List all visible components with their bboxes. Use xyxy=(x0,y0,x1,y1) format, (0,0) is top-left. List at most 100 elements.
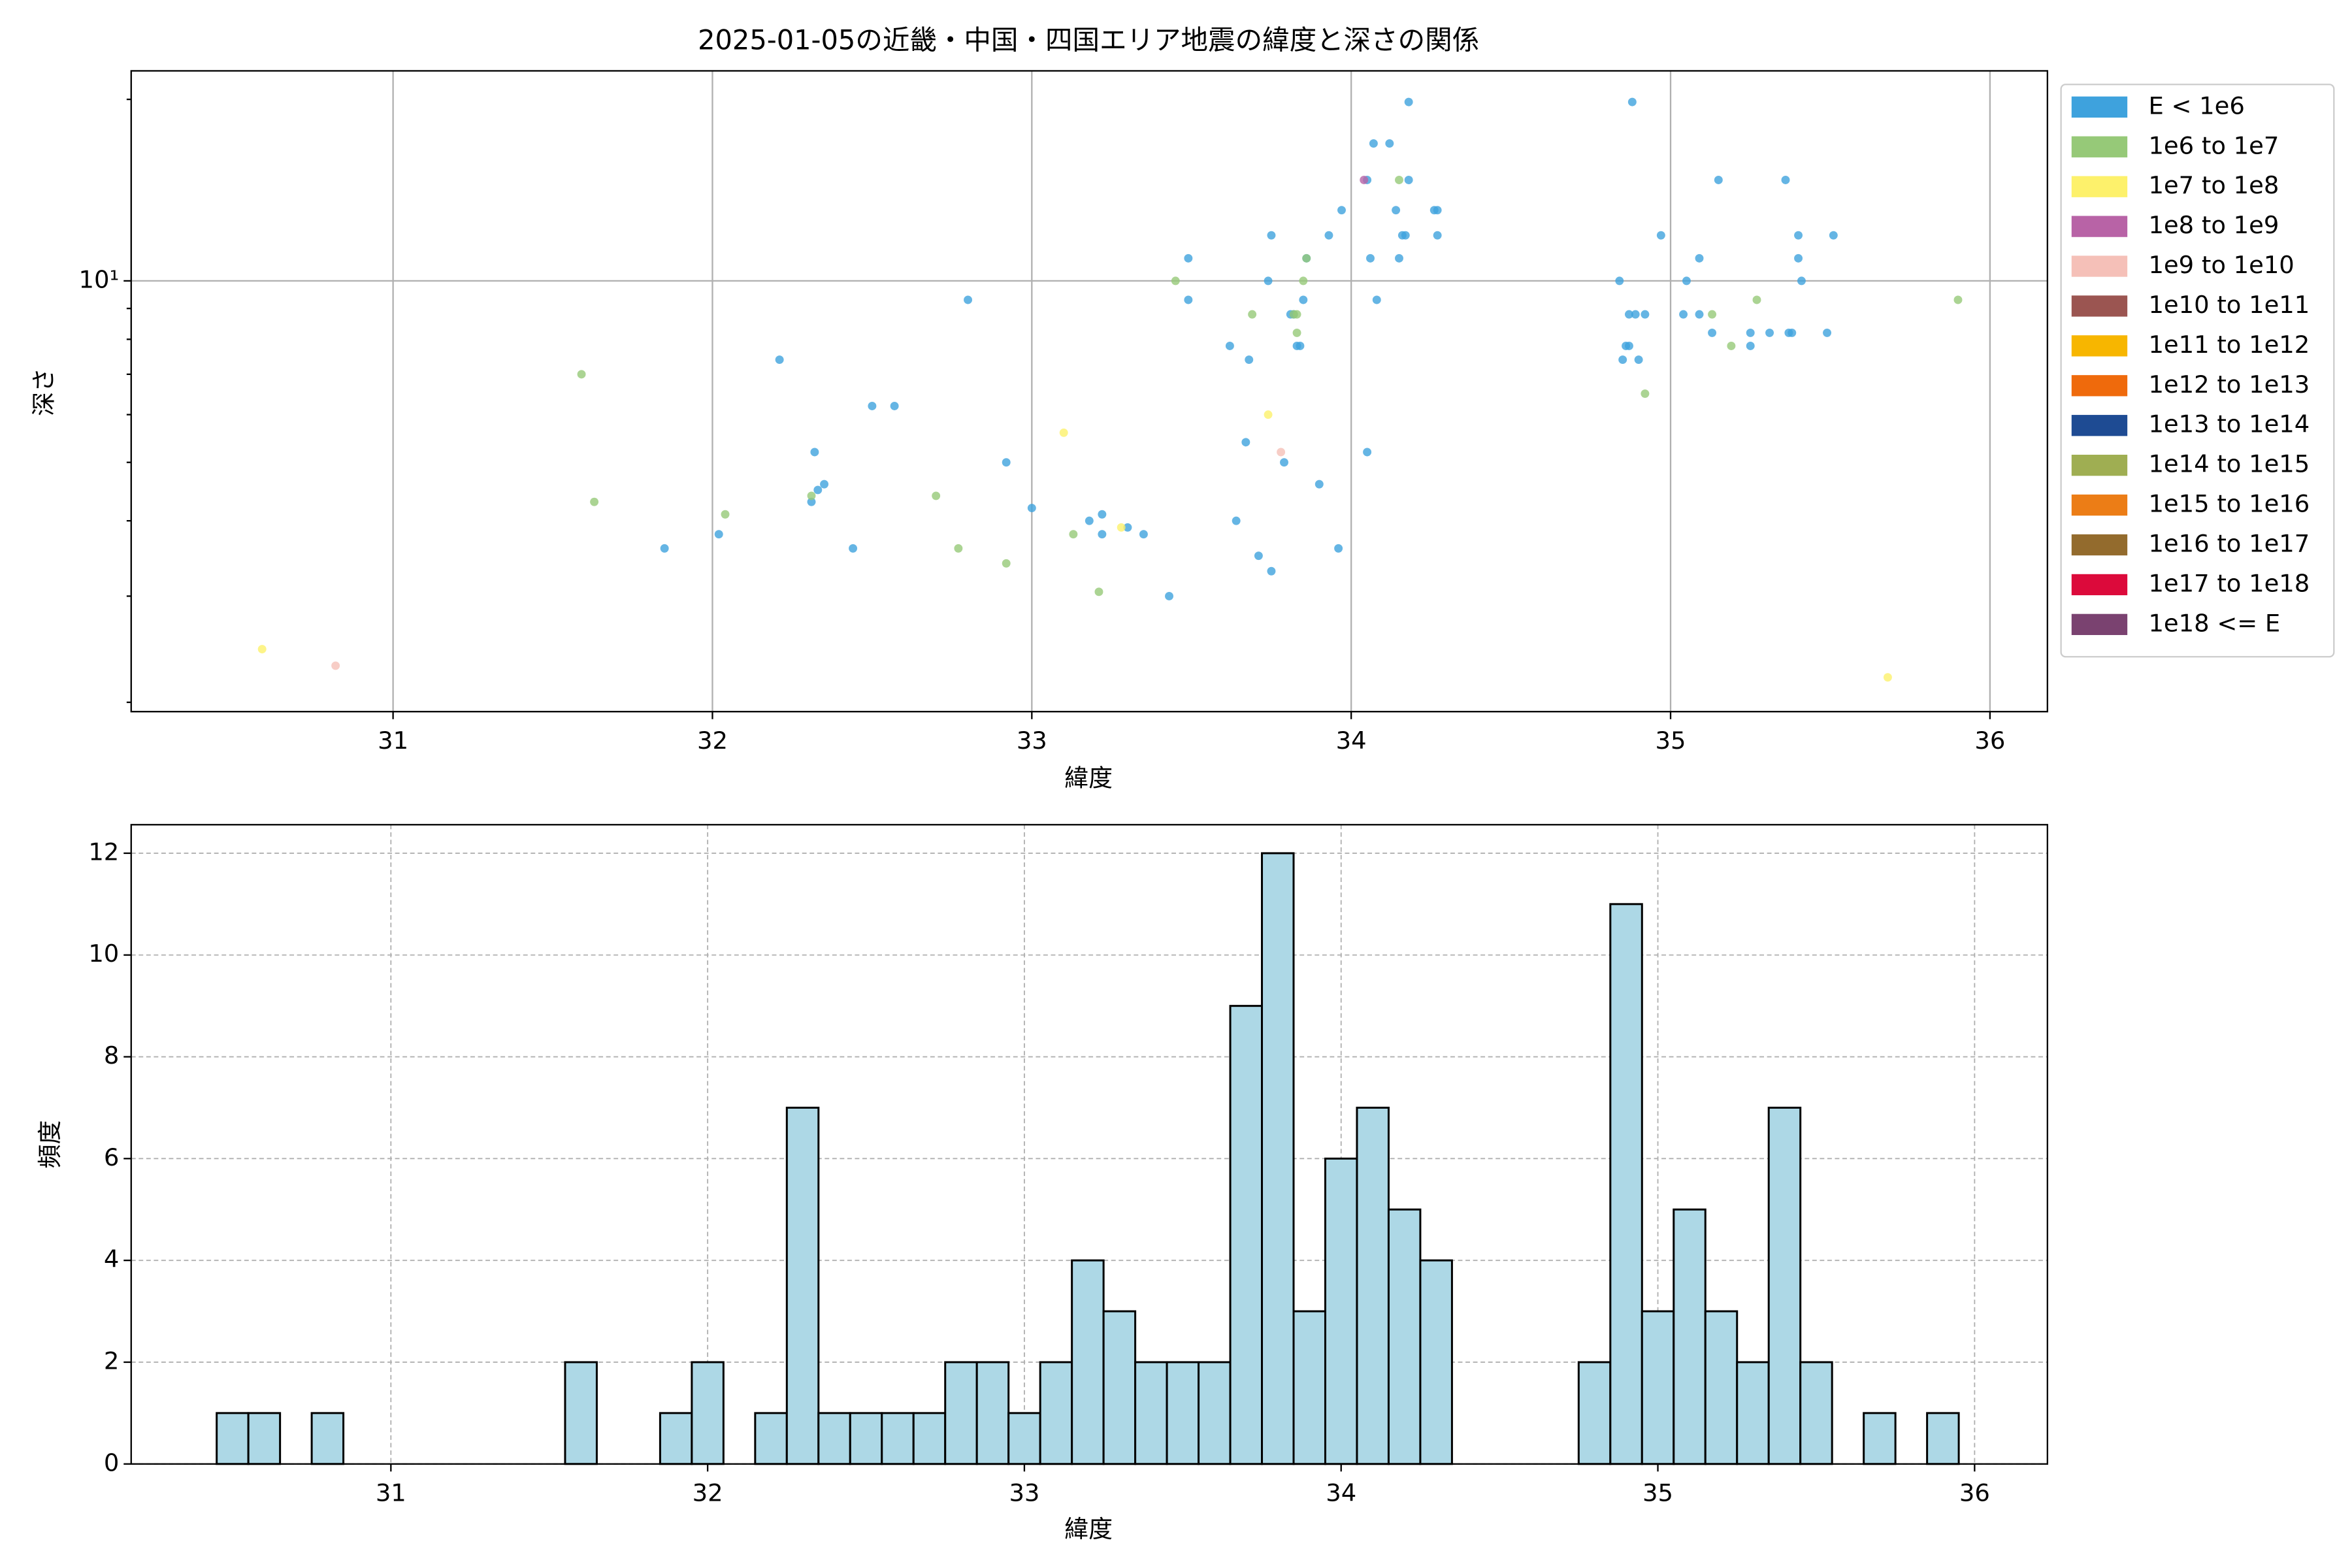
point xyxy=(1369,139,1378,148)
bar xyxy=(1387,1208,1422,1465)
x-tick-label: 33 xyxy=(1009,1478,1039,1507)
point xyxy=(1433,206,1442,215)
x-tick-label: 35 xyxy=(1656,727,1686,755)
bar xyxy=(912,1412,947,1465)
point xyxy=(890,402,899,410)
bar xyxy=(817,1412,851,1465)
legend-label: 1e6 to 1e7 xyxy=(2148,131,2279,159)
point xyxy=(1695,310,1704,319)
point xyxy=(1366,253,1375,263)
bar xyxy=(1134,1361,1168,1465)
bar xyxy=(1261,852,1295,1465)
point xyxy=(1641,310,1650,319)
point xyxy=(1225,342,1234,350)
point xyxy=(1302,253,1311,263)
y-axis-label: 深さ xyxy=(30,368,58,416)
x-tick-label: 35 xyxy=(1642,1478,1673,1507)
point xyxy=(1752,295,1761,304)
bar xyxy=(785,1106,820,1465)
legend-swatch xyxy=(2071,613,2128,635)
legend-swatch xyxy=(2071,216,2128,237)
bar xyxy=(564,1361,598,1465)
x-tick-label: 32 xyxy=(693,1478,723,1507)
point xyxy=(954,544,963,553)
point xyxy=(721,510,730,519)
point xyxy=(1337,206,1346,215)
legend-label: 1e15 to 1e16 xyxy=(2148,490,2310,518)
point xyxy=(1746,342,1755,350)
point xyxy=(1098,530,1107,539)
bar xyxy=(1767,1106,1802,1465)
legend-swatch xyxy=(2071,176,2128,197)
point xyxy=(1296,342,1305,350)
point xyxy=(257,645,267,654)
point xyxy=(1641,389,1650,399)
point xyxy=(964,295,973,304)
y-axis-label: 頻度 xyxy=(36,1120,64,1169)
point xyxy=(1098,510,1107,519)
bar xyxy=(691,1361,725,1465)
bar xyxy=(944,1361,978,1465)
bar xyxy=(310,1412,345,1465)
bar xyxy=(1863,1412,1897,1465)
point xyxy=(1232,516,1241,525)
bar xyxy=(1039,1361,1073,1465)
point xyxy=(1404,176,1413,184)
legend-label: 1e16 to 1e17 xyxy=(2148,530,2310,558)
point xyxy=(1292,310,1301,319)
bar xyxy=(1736,1361,1770,1465)
point xyxy=(1334,544,1343,553)
bar xyxy=(1926,1412,1960,1465)
point xyxy=(1765,328,1774,337)
legend-swatch xyxy=(2071,375,2128,397)
point xyxy=(1280,458,1288,467)
bar xyxy=(1356,1106,1390,1465)
point xyxy=(1363,448,1372,457)
bar xyxy=(1324,1157,1358,1465)
point xyxy=(1788,328,1797,337)
point xyxy=(577,370,586,379)
y-tick-label: 2 xyxy=(104,1347,119,1375)
point xyxy=(820,480,829,489)
point xyxy=(1094,587,1103,596)
point xyxy=(1401,231,1410,240)
bar xyxy=(1198,1361,1232,1465)
point xyxy=(1404,97,1413,106)
point xyxy=(1248,310,1257,319)
point xyxy=(1695,253,1704,263)
point xyxy=(1324,231,1333,240)
point xyxy=(1615,276,1624,286)
bar xyxy=(1102,1310,1137,1465)
bar xyxy=(754,1412,788,1465)
point xyxy=(1823,328,1832,337)
legend-label: 1e14 to 1e15 xyxy=(2148,450,2310,478)
point xyxy=(1656,231,1665,240)
x-tick-label: 31 xyxy=(376,1478,406,1507)
point xyxy=(1002,458,1011,467)
legend-label: 1e11 to 1e12 xyxy=(2148,331,2310,359)
bar xyxy=(975,1361,1010,1465)
point xyxy=(1708,310,1717,319)
x-axis-label: 緯度 xyxy=(1064,764,1113,792)
point xyxy=(1117,523,1126,532)
chart-title: 2025-01-05の近畿・中国・四国エリア地震の緯度と深さの関係 xyxy=(698,24,1479,56)
bar xyxy=(1641,1310,1675,1465)
point xyxy=(1618,355,1627,365)
plot-frame xyxy=(130,70,2048,713)
point xyxy=(1299,295,1308,304)
bar xyxy=(1419,1259,1453,1465)
point xyxy=(1069,530,1078,539)
point xyxy=(1727,342,1736,350)
point xyxy=(1953,295,1963,304)
x-axis-label: 緯度 xyxy=(1064,1515,1113,1543)
point xyxy=(1797,276,1806,286)
point xyxy=(1781,176,1790,184)
bar xyxy=(1799,1361,1833,1465)
legend-label: E < 1e6 xyxy=(2148,91,2244,120)
point xyxy=(1245,355,1254,365)
point xyxy=(590,497,599,506)
bar xyxy=(1673,1208,1707,1465)
bar xyxy=(1166,1361,1200,1465)
